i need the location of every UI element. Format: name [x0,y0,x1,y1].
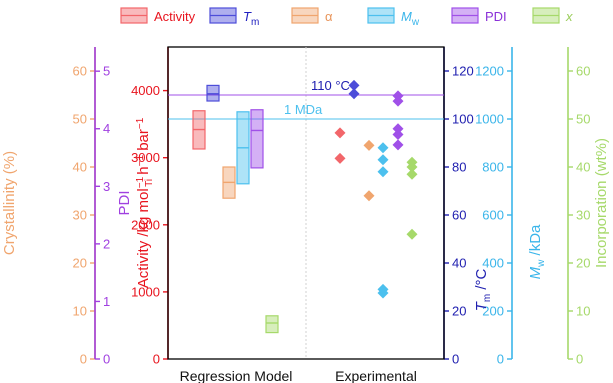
tm-axis-tick-label: 120 [452,64,474,79]
incorporation-axis-tick-label: 30 [576,208,590,223]
legend-label: PDI [485,9,507,24]
point-mw [377,154,389,166]
mw-axis-title: Mw /kDa [527,224,547,279]
legend-item-alpha: α [291,7,333,24]
mw-axis: 0 200 400 600 800 1000 1200 [475,47,513,367]
crystallinity-axis-tick-label: 40 [73,160,87,175]
crystallinity-axis-tick-label: 60 [73,64,87,79]
point-pdi [392,128,404,140]
point-activity [334,152,346,164]
legend-item-pdi: PDI [451,7,507,24]
category-label: Regression Model [180,368,293,383]
mw-axis-tick-label: 400 [482,256,504,271]
tm-axis-tick-label: 100 [452,112,474,127]
legend: Activity Tm α Mw PDI x [120,7,573,28]
tm-axis-tick-label: 20 [452,304,466,319]
mw-axis-tick-label: 600 [482,208,504,223]
activity-axis-title: Activity /kg mol−1Ti h−1 bar−1 [135,117,155,288]
activity-axis-tick-label: 0 [153,352,160,367]
legend-label: α [325,9,333,24]
box-pdi [250,109,264,169]
point-x [406,161,418,173]
activity-axis-tick-label: 1000 [131,284,160,299]
point-mw [377,166,389,178]
point-activity [334,127,346,139]
legend-label: Activity [154,9,196,24]
point-mw [377,287,389,299]
point-x [406,168,418,180]
crystallinity-axis-tick-label: 0 [80,352,87,367]
pdi-axis-tick-label: 5 [103,64,110,79]
legend-label: Tm [243,9,259,28]
incorporation-axis-tick-label: 50 [576,112,590,127]
crystallinity-axis-tick-label: 10 [73,304,87,319]
incorporation-axis-tick-label: 20 [576,256,590,271]
incorporation-axis-title: Incorporation (wt%) [593,138,610,268]
point-pdi [392,95,404,107]
pdi-axis-tick-label: 3 [103,179,110,194]
incorporation-axis-tick-label: 10 [576,304,590,319]
point-alpha [363,139,375,151]
tm-axis: 0 20 40 60 80 100 120 [443,47,474,367]
crystallinity-axis-tick-label: 20 [73,256,87,271]
tm-axis-tick-label: 60 [452,208,466,223]
mw-axis-tick-label: 800 [482,160,504,175]
point-mw [377,142,389,154]
axes: Regression Model Experimental010203040506… [1,47,610,383]
mw-axis-tick-label: 200 [482,304,504,319]
incorporation-axis-tick-label: 60 [576,64,590,79]
legend-label: x [565,9,573,24]
mw-axis-tick-label: 1000 [475,112,504,127]
pdi-axis-title: PDI [116,190,133,215]
incorporation-axis-tick-label: 0 [576,352,583,367]
pdi-axis: 0 1 2 3 4 5 [94,47,110,367]
point-pdi [392,123,404,135]
incorporation-axis: 0 10 20 30 40 50 60 [567,47,590,367]
tm-axis-tick-label: 80 [452,160,466,175]
crystallinity-axis-tick-label: 50 [73,112,87,127]
tm-axis-tick-label: 0 [452,352,459,367]
crystallinity-axis: 0 10 20 30 40 50 60 [73,47,96,367]
legend-item-x: x [532,7,573,24]
legend-item-tm: Tm [209,7,259,28]
crystallinity-axis-tick-label: 30 [73,208,87,223]
tm-axis-title: Tm /°C [473,268,493,311]
reference-line-label: 1 MDa [284,102,323,117]
pdi-axis-tick-label: 2 [103,236,110,251]
incorporation-axis-tick-label: 40 [576,160,590,175]
plot-area: 110 °C 1 MDa [167,46,445,360]
point-alpha [363,190,375,202]
mw-axis-tick-label: 1200 [475,64,504,79]
pdi-axis-tick-label: 4 [103,121,110,136]
activity-axis-tick-label: 4000 [131,83,160,98]
point-pdi [392,139,404,151]
legend-label: Mw [401,9,420,28]
pdi-axis-tick-label: 1 [103,294,110,309]
tm-axis-tick-label: 40 [452,256,466,271]
box-x [265,315,279,334]
point-x [406,228,418,240]
point-tm [348,79,360,91]
category-label: Experimental [335,368,417,383]
point-tm [348,88,360,100]
crystallinity-axis-title: Crystallinity (%) [1,151,18,255]
reference-line-label: 110 °C [311,78,350,93]
legend-item-mw: Mw [367,7,420,28]
pdi-axis-tick-label: 0 [103,352,110,367]
legend-item-activity: Activity [120,7,196,24]
activity-axis-tick-label: 3000 [131,150,160,165]
mw-axis-tick-label: 0 [497,352,504,367]
activity-axis-tick-label: 2000 [131,217,160,232]
